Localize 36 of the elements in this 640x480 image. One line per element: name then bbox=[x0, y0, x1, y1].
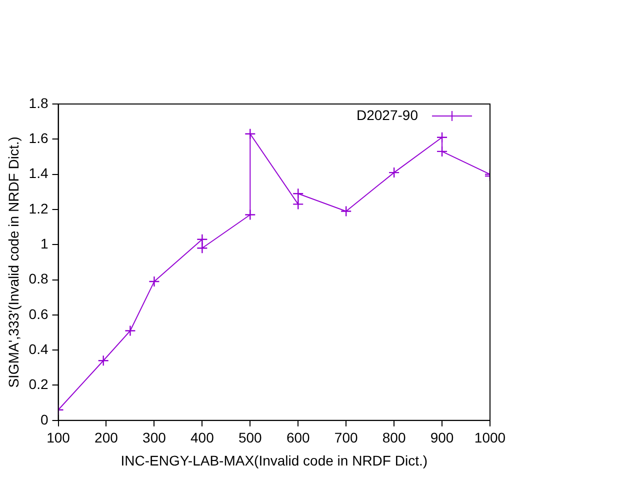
x-tick-label: 100 bbox=[46, 430, 70, 446]
point bbox=[124, 325, 136, 336]
x-tick-label: 500 bbox=[238, 430, 262, 446]
point bbox=[436, 132, 448, 143]
point bbox=[196, 242, 208, 254]
x-tick-label: 700 bbox=[334, 430, 358, 446]
point bbox=[148, 276, 160, 288]
point bbox=[292, 188, 304, 200]
y-tick-label: 0 bbox=[40, 411, 48, 428]
x-axis-title: INC-ENGY-LAB-MAX(Invalid code in NRDF Dict.) bbox=[120, 452, 428, 468]
y-axis-title: SIGMA',333'(Invalid code in NRDF Dict.) bbox=[5, 136, 22, 388]
y-tick-label: 1.8 bbox=[28, 94, 48, 111]
x-tick-label: 800 bbox=[382, 430, 406, 446]
legend-label: D2027-90 bbox=[356, 106, 418, 123]
point bbox=[292, 198, 304, 210]
y-tick-label: 1.2 bbox=[28, 200, 48, 216]
x-tick-label: 900 bbox=[430, 430, 454, 446]
x-tick-label: 300 bbox=[142, 430, 166, 446]
point bbox=[98, 355, 109, 366]
y-tick-label: 0.8 bbox=[28, 270, 48, 287]
x-tick-label: 600 bbox=[286, 430, 310, 446]
y-tick-label: 1.6 bbox=[28, 130, 48, 146]
y-tick-label: 0.6 bbox=[28, 306, 48, 322]
point bbox=[196, 234, 208, 245]
y-tick-label: 0.4 bbox=[28, 340, 48, 357]
point bbox=[388, 166, 400, 178]
point bbox=[436, 146, 448, 158]
point bbox=[244, 209, 256, 220]
y-tick-label: 1.4 bbox=[28, 165, 48, 182]
x-tick-label: 400 bbox=[190, 430, 214, 446]
y-tick-label: 1 bbox=[40, 235, 48, 252]
point bbox=[340, 206, 352, 217]
point bbox=[244, 128, 256, 140]
x-tick-label: 200 bbox=[94, 430, 118, 446]
y-tick-label: 0.2 bbox=[28, 376, 48, 392]
x-tick-label: 1000 bbox=[474, 430, 506, 446]
